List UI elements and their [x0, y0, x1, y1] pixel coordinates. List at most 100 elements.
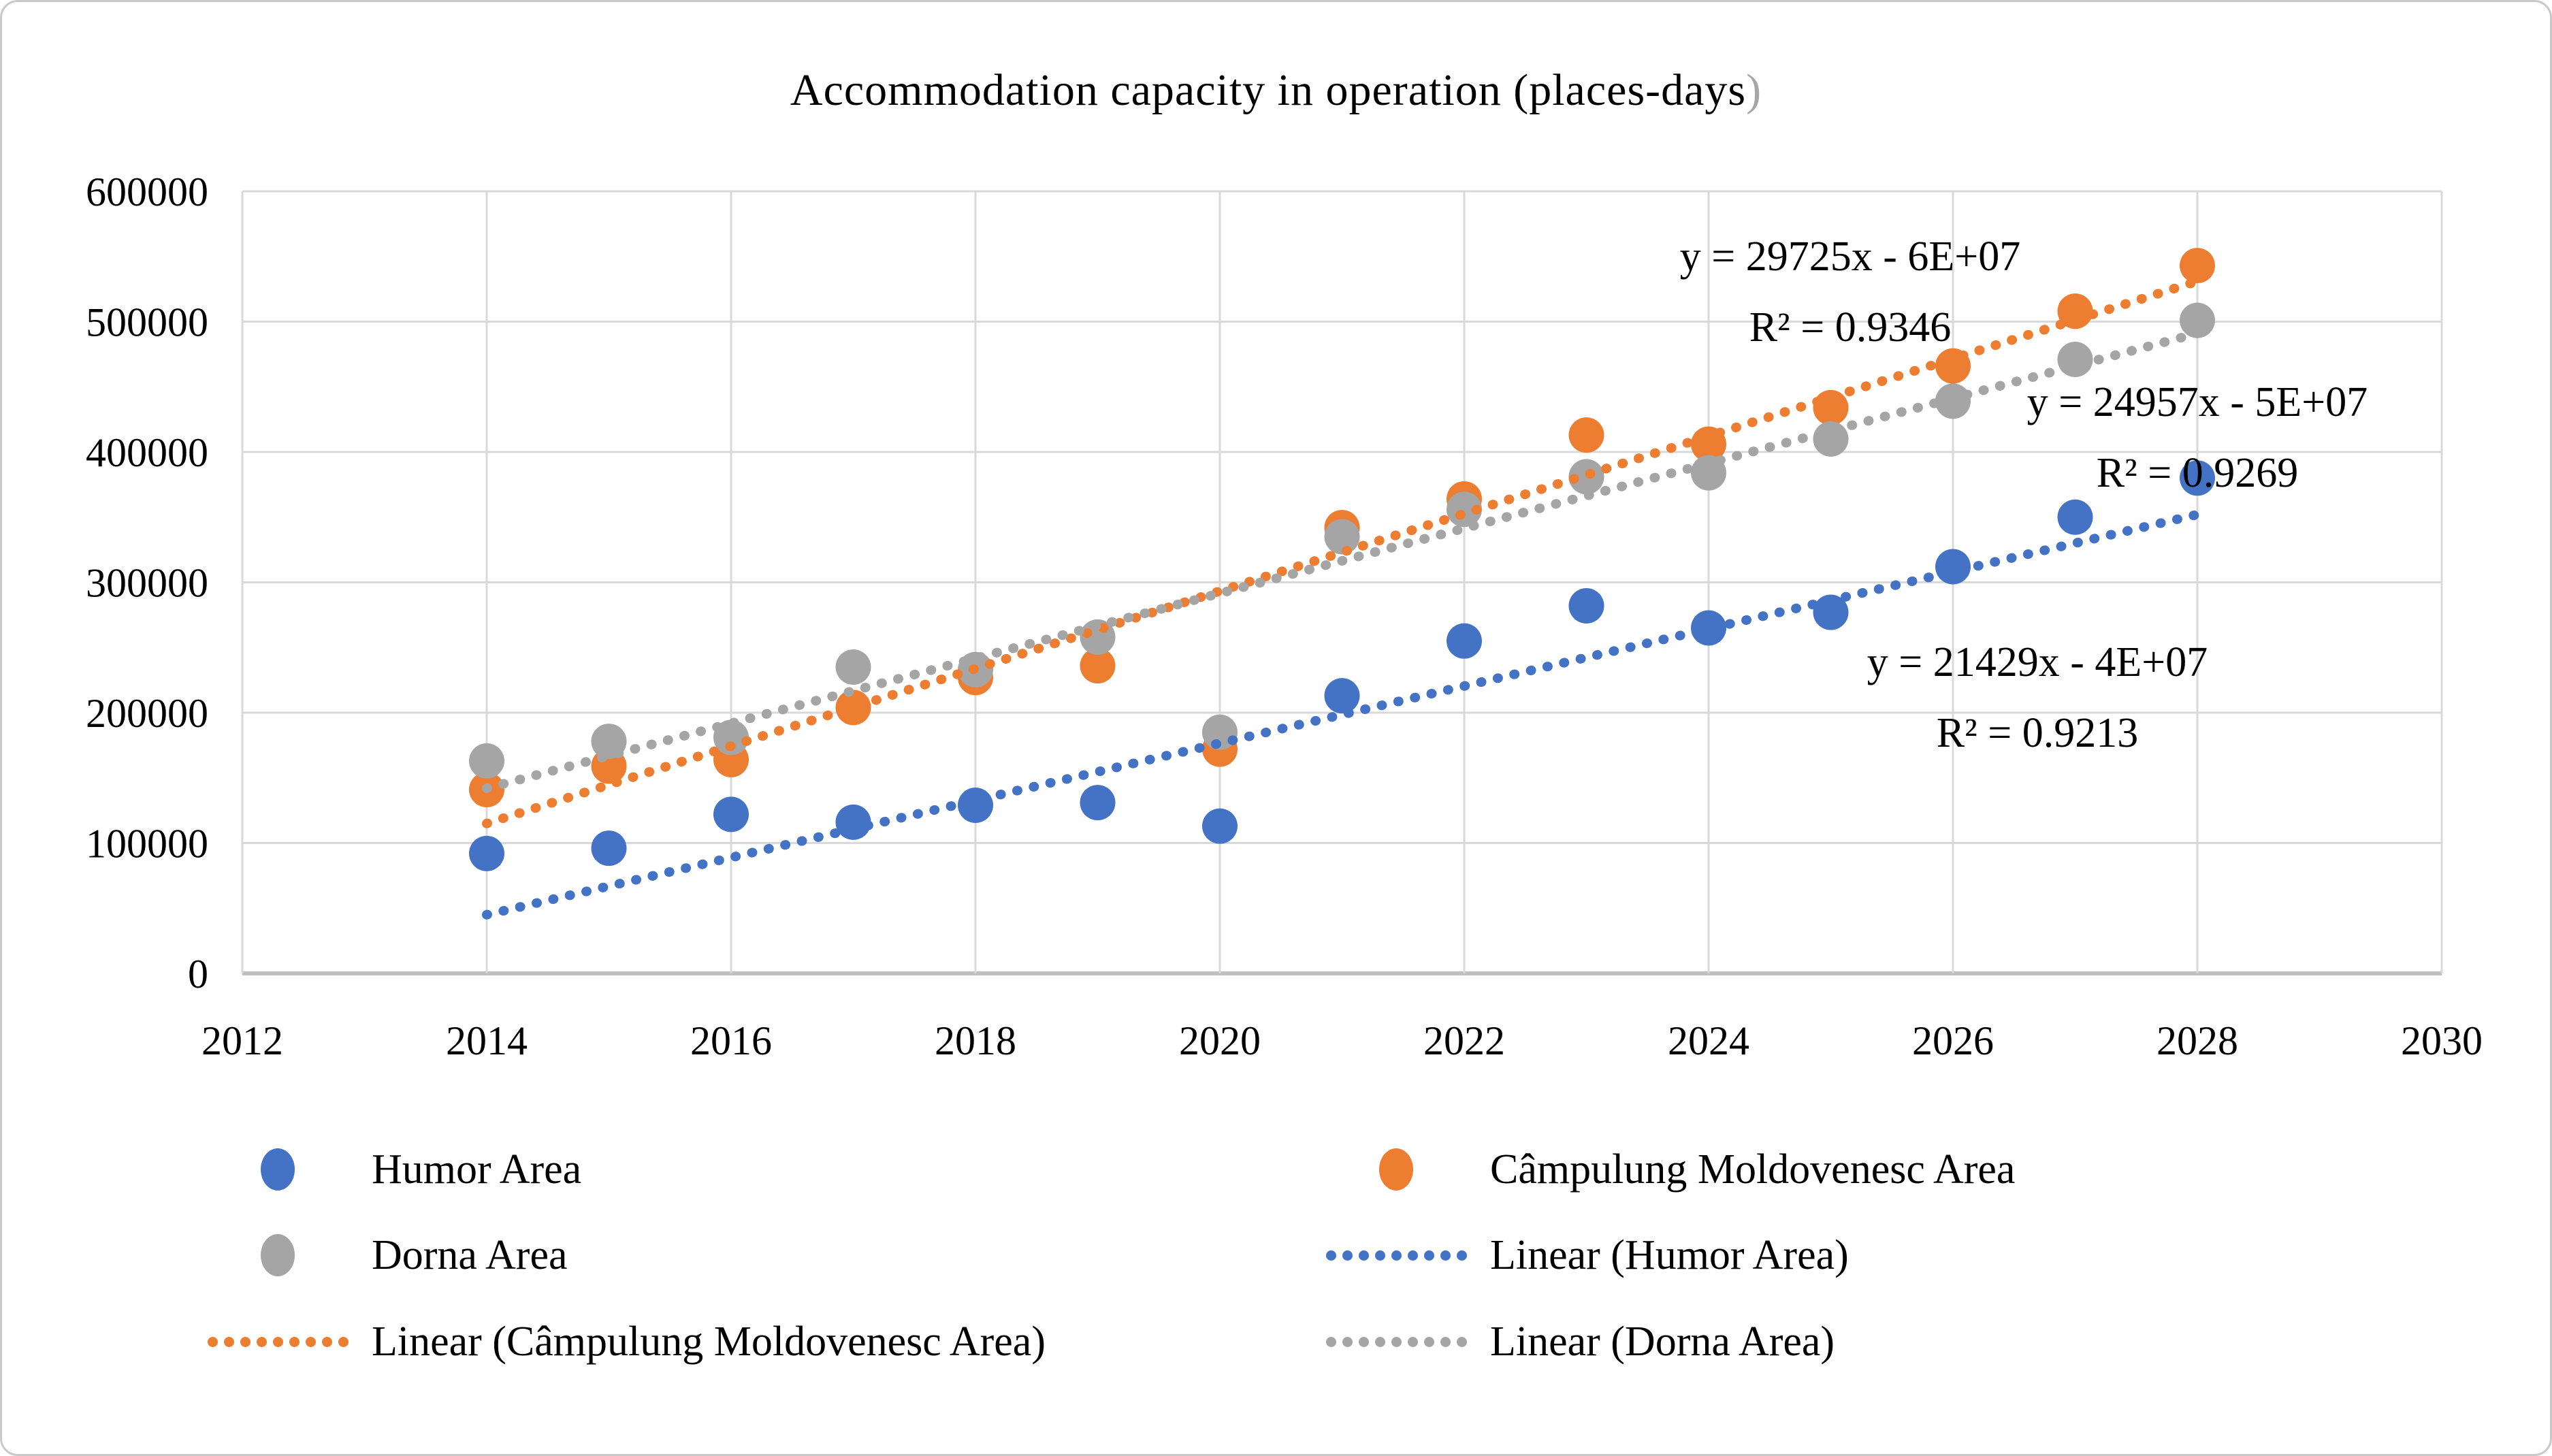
legend-dotted-line-dot [272, 1336, 283, 1347]
point-dorna-area-2028 [2180, 302, 2215, 338]
y-tick-label-200000: 200000 [86, 691, 208, 736]
legend-dotted-line-dot [1391, 1336, 1402, 1347]
point-humor-area-2021 [1324, 678, 1360, 714]
point-humor-area-2025 [1813, 594, 1849, 630]
legend-label-linear-humor-area: Linear (Humor Area) [1490, 1231, 1849, 1278]
point-dorna-area-2025 [1813, 421, 1849, 457]
point-humor-area-2020 [1202, 808, 1238, 844]
legend-dotted-line-dot [1456, 1250, 1467, 1261]
point-dorna-area-2022 [1447, 491, 1482, 528]
y-tick-label-600000: 600000 [86, 169, 208, 214]
legend-dotted-line-dot [1342, 1250, 1353, 1261]
legend-marker-humor-area [203, 1146, 353, 1193]
trendline-c-mpulung-moldovenesc-area [482, 276, 2202, 828]
y-tick-label-500000: 500000 [86, 300, 208, 345]
x-tick-label-2024: 2024 [1668, 1018, 1749, 1063]
x-tick-label-2026: 2026 [1912, 1018, 1994, 1063]
legend-item-linear-humor-area: Linear (Humor Area) [1321, 1214, 1849, 1296]
trendline-equation-humor-formula: y = 21429x - 4E+07 [1867, 639, 2208, 685]
point-humor-area-2014 [469, 835, 504, 871]
trendline-dorna-area [482, 328, 2202, 794]
legend-item-dorna-area: Dorna Area [203, 1214, 567, 1296]
legend-label-humor-area: Humor Area [372, 1146, 582, 1193]
legend-dotted-line-dot [1456, 1336, 1467, 1347]
legend-item-campulung-moldovenesc-area: Câmpulung Moldovenesc Area [1321, 1129, 2015, 1210]
point-humor-area-2017 [835, 804, 871, 840]
point-dorna-area-2014 [469, 743, 504, 779]
legend-dotted-line-dot [223, 1336, 234, 1347]
legend-dotted-line-linear-dorna-area [1321, 1336, 1471, 1347]
legend-dotted-line-dot [1391, 1250, 1402, 1261]
legend-dot-dorna-area [261, 1234, 295, 1276]
point-c-mpulung-moldovenesc-area-2017 [835, 690, 871, 726]
legend-marker-campulung-moldovenesc-area [1321, 1146, 1471, 1193]
legend-marker-linear-dorna-area [1321, 1318, 1471, 1365]
y-tick-label-400000: 400000 [86, 430, 208, 475]
legend-label-campulung-moldovenesc-area: Câmpulung Moldovenesc Area [1490, 1146, 2016, 1193]
y-tick-label-100000: 100000 [86, 822, 208, 867]
point-c-mpulung-moldovenesc-area-2023 [1568, 417, 1604, 453]
legend-dotted-line-dot [1440, 1336, 1451, 1347]
trendline-equation-humor-r2: R² = 0.9213 [1936, 710, 2139, 756]
legend-dotted-line-dot [1440, 1250, 1451, 1261]
legend-dot-humor-area [261, 1148, 295, 1191]
point-c-mpulung-moldovenesc-area-2025 [1813, 389, 1849, 425]
legend-label-linear-dorna-area: Linear (Dorna Area) [1490, 1318, 1835, 1365]
trendline-equation-dorna-r2: R² = 0.9269 [2096, 450, 2299, 496]
legend-dotted-line-dot [1374, 1250, 1385, 1261]
legend-dotted-line-dot [256, 1336, 267, 1347]
point-humor-area-2028 [2180, 460, 2215, 496]
point-c-mpulung-moldovenesc-area-2028 [2180, 248, 2215, 284]
legend-dotted-line-dot [1358, 1336, 1369, 1347]
chart-title-paren: ) [1746, 65, 1762, 115]
legend-dotted-line-dot [338, 1336, 349, 1347]
x-tick-label-2016: 2016 [690, 1018, 772, 1063]
legend-dotted-line-dot [1423, 1336, 1434, 1347]
legend-dotted-line-dot [1325, 1250, 1336, 1261]
x-tick-label-2014: 2014 [446, 1018, 528, 1063]
legend-dotted-line-dot [1423, 1250, 1434, 1261]
legend-item-linear-dorna-area: Linear (Dorna Area) [1321, 1301, 1835, 1382]
point-humor-area-2016 [713, 796, 749, 832]
legend-dotted-line-dot [1342, 1336, 1353, 1347]
x-tick-label-2030: 2030 [2401, 1018, 2483, 1063]
chart-title-text: Accommodation capacity in operation (pla… [790, 65, 1747, 115]
chart-title: Accommodation capacity in operation (pla… [2, 65, 2550, 116]
legend-label-linear-campulung-moldovenesc-area: Linear (Câmpulung Moldovenesc Area) [372, 1318, 1046, 1365]
legend-dotted-line-dot [207, 1336, 218, 1347]
legend-dotted-line-dot [240, 1336, 251, 1347]
legend-marker-dorna-area [203, 1231, 353, 1279]
point-dorna-area-2016 [713, 719, 749, 756]
point-humor-area-2019 [1080, 785, 1116, 821]
point-humor-area-2027 [2057, 499, 2093, 535]
trendline-equation-campulung-r2: R² = 0.9346 [1749, 304, 1952, 351]
point-humor-area-2018 [958, 787, 993, 823]
legend-dotted-line-dot [1358, 1250, 1369, 1261]
legend-dotted-line-dot [289, 1336, 300, 1347]
point-dorna-area-2021 [1324, 519, 1360, 555]
trendline-equation-dorna: y = 24957x - 5E+07 R² = 0.9269 [2027, 367, 2368, 508]
point-c-mpulung-moldovenesc-area-2019 [1080, 648, 1116, 684]
trendline-humor-area [482, 509, 2202, 920]
legend-dotted-line-dot [1407, 1336, 1418, 1347]
point-humor-area-2023 [1568, 587, 1604, 624]
trendline-equation-humor: y = 21429x - 4E+07 R² = 0.9213 [1867, 627, 2208, 769]
legend-dot-c-mpulung-moldovenesc-area [1379, 1148, 1413, 1191]
legend-dotted-line-linear-humor-area [1321, 1250, 1471, 1261]
legend-marker-linear-humor-area [1321, 1231, 1471, 1279]
trendline-equation-dorna-formula: y = 24957x - 5E+07 [2026, 379, 2368, 425]
legend-item-linear-campulung-moldovenesc-area: Linear (Câmpulung Moldovenesc Area) [203, 1301, 1046, 1382]
point-c-mpulung-moldovenesc-area-2027 [2057, 293, 2093, 329]
legend-dotted-line-dot [1374, 1336, 1385, 1347]
x-tick-label-2022: 2022 [1423, 1018, 1505, 1063]
legend-dotted-line-dot [321, 1336, 332, 1347]
point-humor-area-2022 [1447, 623, 1482, 659]
legend-dotted-line-dot [305, 1336, 316, 1347]
x-tick-label-2012: 2012 [201, 1018, 283, 1063]
legend-dotted-line-dot [1407, 1250, 1418, 1261]
legend-dotted-line-dot [1325, 1336, 1336, 1347]
trendline-equation-campulung-formula: y = 29725x - 6E+07 [1679, 233, 2021, 280]
legend-dotted-line-linear-c-mpulung-moldovenesc-area [203, 1336, 353, 1347]
